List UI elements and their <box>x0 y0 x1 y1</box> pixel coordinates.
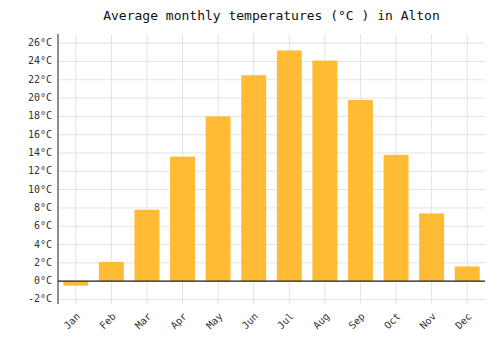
y-tick-label: -2°C <box>28 293 52 304</box>
x-grid-line <box>467 34 468 304</box>
y-axis-line <box>58 34 59 304</box>
bar <box>455 266 480 281</box>
y-tick-label: 16°C <box>28 129 52 140</box>
x-tick-label: Mar <box>133 311 154 332</box>
y-tick-label: 2°C <box>34 257 52 268</box>
zero-line <box>58 281 485 282</box>
bar <box>99 262 124 281</box>
bar <box>419 213 444 281</box>
y-grid-line <box>58 281 485 282</box>
y-tick-label: 24°C <box>28 55 52 66</box>
y-tick-label: 6°C <box>34 220 52 231</box>
x-tick-label: Jun <box>240 311 261 332</box>
bar <box>170 157 195 281</box>
y-grid-line <box>58 152 485 153</box>
y-grid-line <box>58 79 485 80</box>
y-tick-labels: -2°C 0°C 2°C 4°C 6°C 8°C 10°C 12°C 14°C 16°C 18°C 2… <box>28 37 52 304</box>
y-tick-label: 10°C <box>28 184 52 195</box>
y-grid-line <box>58 299 485 300</box>
bar <box>384 155 409 281</box>
grid <box>58 34 485 304</box>
x-tick-label: Aug <box>311 311 332 332</box>
x-tick-label: Sep <box>346 311 367 332</box>
y-tick-label: 0°C <box>34 275 52 286</box>
y-grid-line <box>58 61 485 62</box>
bar <box>135 210 160 281</box>
x-tick-label: Feb <box>97 311 118 332</box>
bar <box>241 75 266 281</box>
y-tick-label: 20°C <box>28 92 52 103</box>
y-grid-line <box>58 207 485 208</box>
x-tick-label: Dec <box>453 311 474 332</box>
x-tick-labels: Jan Feb Mar Apr May Jun Jul Aug Sep Oct Nov Dec <box>62 311 474 332</box>
y-grid-line <box>58 98 485 99</box>
bar <box>348 100 373 281</box>
y-grid-line <box>58 43 485 44</box>
y-grid-line <box>58 116 485 117</box>
y-tick-label: 12°C <box>28 165 52 176</box>
y-grid-line <box>58 134 485 135</box>
y-tick-label: 26°C <box>28 37 52 48</box>
bar <box>312 61 337 282</box>
y-tick-label: 18°C <box>28 110 52 121</box>
y-grid-line <box>58 189 485 190</box>
bars <box>63 50 479 285</box>
y-tick-label: 14°C <box>28 147 52 158</box>
x-tick-label: May <box>204 311 225 332</box>
x-tick-label: Oct <box>382 311 403 332</box>
x-tick-label: Jan <box>62 311 83 332</box>
y-tick-label: 4°C <box>34 239 52 250</box>
y-tick-label: 8°C <box>34 202 52 213</box>
bar <box>206 116 231 281</box>
y-grid-line <box>58 171 485 172</box>
chart: -2°C 0°C 2°C 4°C 6°C 8°C 10°C 12°C 14°C 16°C 18°C 2… <box>0 0 500 350</box>
bar <box>63 281 88 286</box>
x-tick-label: Apr <box>168 311 189 332</box>
y-tick-label: 22°C <box>28 74 52 85</box>
x-tick-label: Jul <box>275 311 296 332</box>
x-grid-line <box>75 34 76 304</box>
bar <box>277 50 302 281</box>
title: Average monthly temperatures (°C ) in Al… <box>103 8 440 23</box>
x-tick-label: Nov <box>418 311 439 332</box>
